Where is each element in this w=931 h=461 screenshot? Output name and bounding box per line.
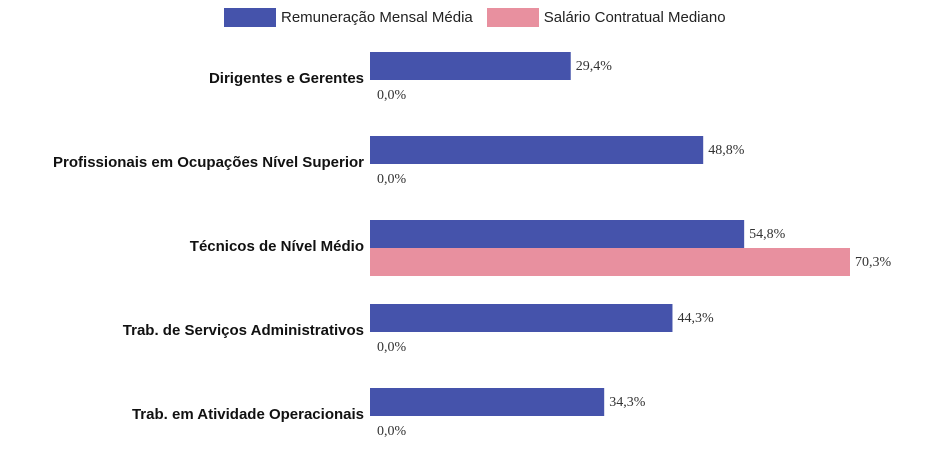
bar bbox=[370, 52, 571, 80]
legend-label-series-2: Salário Contratual Mediano bbox=[543, 8, 726, 26]
data-label: 70,3% bbox=[855, 255, 892, 270]
data-label: 29,4% bbox=[576, 59, 613, 74]
data-label: 0,0% bbox=[377, 88, 407, 103]
legend: Remuneração Mensal Média Salário Contrat… bbox=[224, 6, 740, 28]
bar bbox=[370, 388, 605, 416]
legend-swatch-series-1 bbox=[224, 7, 276, 27]
legend-swatch-series-2 bbox=[486, 7, 539, 27]
category-label: Técnicos de Nível Médio bbox=[190, 238, 364, 255]
data-label: 0,0% bbox=[377, 172, 407, 187]
bar bbox=[370, 220, 745, 248]
data-label: 48,8% bbox=[708, 143, 745, 158]
data-label: 0,0% bbox=[377, 340, 407, 355]
category-label: Trab. em Atividade Operacionais bbox=[132, 406, 364, 423]
legend-item-series-1: Remuneração Mensal Média bbox=[224, 7, 473, 27]
data-label: 54,8% bbox=[749, 227, 786, 242]
bar bbox=[370, 248, 850, 276]
category-label: Profissionais em Ocupações Nível Superio… bbox=[53, 154, 364, 171]
data-label: 34,3% bbox=[609, 395, 646, 410]
bar bbox=[370, 136, 704, 164]
category-label: Trab. de Serviços Administrativos bbox=[123, 322, 364, 339]
bar bbox=[370, 304, 673, 332]
data-label: 44,3% bbox=[677, 311, 714, 326]
legend-label-series-1: Remuneração Mensal Média bbox=[281, 8, 473, 26]
category-label: Dirigentes e Gerentes bbox=[209, 70, 364, 87]
legend-item-series-2: Salário Contratual Mediano bbox=[486, 7, 726, 27]
data-label: 0,0% bbox=[377, 424, 407, 439]
